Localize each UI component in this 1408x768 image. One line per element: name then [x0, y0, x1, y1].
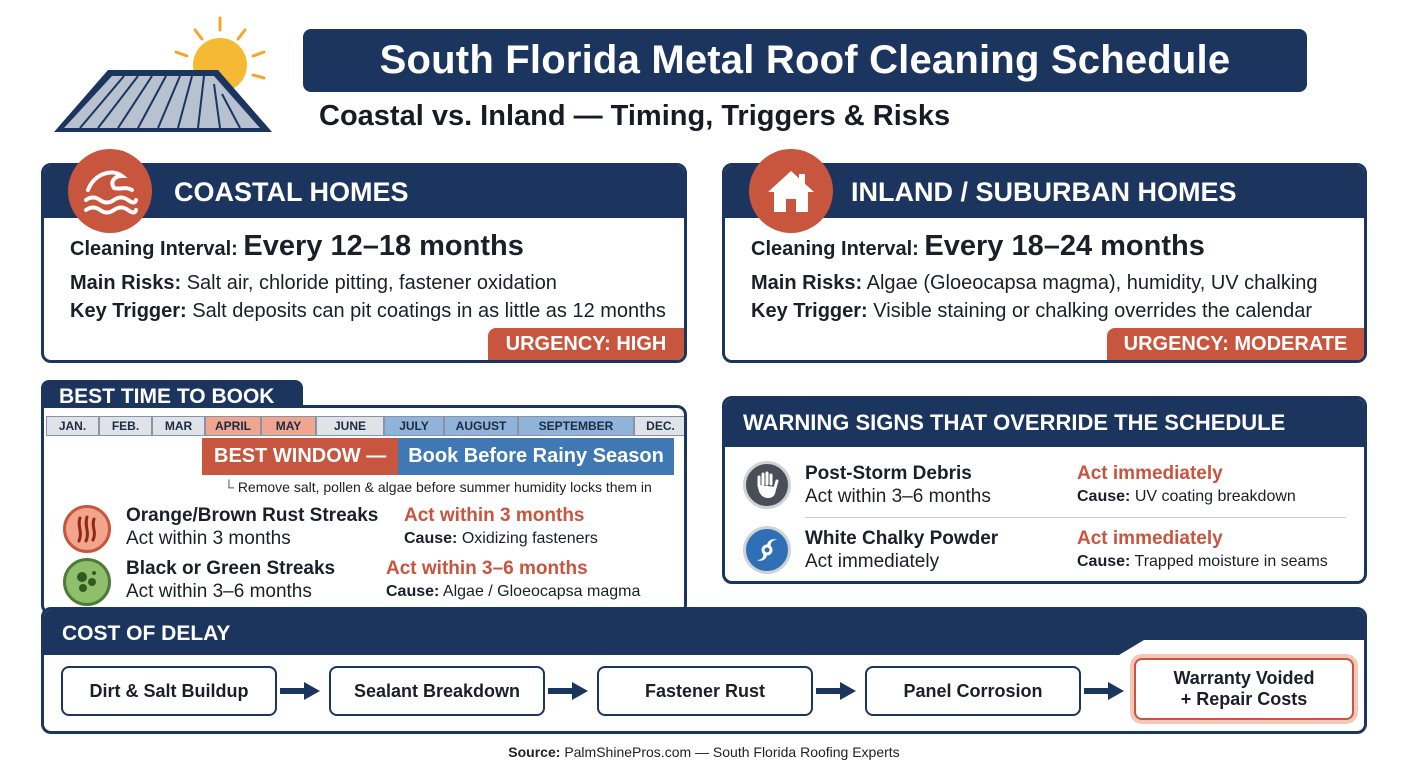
- sign-algae-cause: Cause: Algae / Gloeocapsa magma: [386, 583, 640, 601]
- best-window-note: └ Remove salt, pollen & algae before sum…: [224, 479, 652, 495]
- book-heading: BEST TIME TO BOOK: [59, 385, 275, 408]
- month-mar: MAR: [152, 416, 205, 436]
- waves-icon: [68, 149, 152, 233]
- sign-algae-cause-label: Cause:: [386, 583, 440, 600]
- coastal-risks-value: Salt air, chloride pitting, fastener oxi…: [186, 272, 557, 294]
- inland-trigger-label: Key Trigger:: [751, 300, 868, 322]
- month-july: JULY: [384, 416, 444, 436]
- algae-streaks-icon: [63, 558, 111, 606]
- warning-divider: [805, 517, 1346, 518]
- month-dec: DEC.: [634, 416, 684, 436]
- warning-chalk-sub: Act immediately: [805, 551, 940, 572]
- inland-risks-label: Main Risks:: [751, 272, 863, 294]
- sign-algae-sub: Act within 3–6 months: [126, 581, 312, 602]
- delay-step-dirt: Dirt & Salt Buildup: [61, 666, 277, 716]
- coastal-heading: COASTAL HOMES: [174, 176, 409, 207]
- month-feb: FEB.: [99, 416, 152, 436]
- delay-arrow-4: [1084, 682, 1124, 700]
- sign-rust-sub: Act within 3 months: [126, 528, 291, 549]
- best-window-label: BEST WINDOW —: [202, 438, 399, 475]
- delay-arrow-3: [816, 682, 856, 700]
- warning-chalk-cause-label: Cause:: [1077, 553, 1131, 570]
- warning-debris-cause-value: UV coating breakdown: [1134, 488, 1296, 505]
- page-title: South Florida Metal Roof Cleaning Schedu…: [303, 29, 1307, 92]
- month-april: APRIL: [205, 416, 261, 436]
- delay-step-fastener: Fastener Rust: [597, 666, 813, 716]
- warning-debris-title: Post-Storm Debris: [805, 463, 972, 484]
- warning-chalk-act: Act immediately: [1077, 528, 1223, 549]
- delay-step-corrosion: Panel Corrosion: [865, 666, 1081, 716]
- month-september: SEPTEMBER: [518, 416, 634, 436]
- best-window-tagline: Book Before Rainy Season: [398, 438, 674, 475]
- page-subtitle: Coastal vs. Inland — Timing, Triggers & …: [319, 100, 951, 132]
- sign-rust-cause: Cause: Oxidizing fasteners: [404, 530, 598, 548]
- sign-algae-cause-value: Algae / Gloeocapsa magma: [442, 583, 641, 600]
- hurricane-icon: [743, 526, 791, 574]
- delay-arrow-1: [280, 682, 320, 700]
- warning-heading: WARNING SIGNS THAT OVERRIDE THE SCHEDULE: [743, 410, 1286, 435]
- sign-rust-title: Orange/Brown Rust Streaks: [126, 505, 379, 526]
- rust-streaks-icon: [63, 505, 111, 553]
- warning-debris-act: Act immediately: [1077, 463, 1223, 484]
- coastal-risks: Main Risks: Salt air, chloride pitting, …: [70, 272, 557, 295]
- debris-hand-icon: [743, 461, 791, 509]
- sign-rust-cause-value: Oxidizing fasteners: [461, 530, 598, 547]
- delay-step-warranty: Warranty Voided + Repair Costs: [1134, 658, 1354, 720]
- coastal-urgency-badge: URGENCY: HIGH: [488, 328, 684, 360]
- sign-algae-act: Act within 3–6 months: [386, 558, 588, 579]
- inland-heading: INLAND / SUBURBAN HOMES: [851, 176, 1237, 207]
- inland-interval-label: Cleaning Interval:: [751, 238, 919, 260]
- inland-risks: Main Risks: Algae (Gloeocapsa magma), hu…: [751, 272, 1318, 295]
- sign-rust-act: Act within 3 months: [404, 505, 585, 526]
- month-august: AUGUST: [444, 416, 518, 436]
- inland-risks-value: Algae (Gloeocapsa magma), humidity, UV c…: [866, 272, 1318, 294]
- warning-chalk-cause-value: Trapped moisture in seams: [1134, 553, 1328, 570]
- warning-debris-cause-label: Cause:: [1077, 488, 1131, 505]
- warning-card: WARNING SIGNS THAT OVERRIDE THE SCHEDULE…: [722, 396, 1367, 584]
- book-card: JAN. FEB. MAR APRIL MAY JUNE JULY AUGUST…: [41, 405, 687, 615]
- warning-debris-cause: Cause: UV coating breakdown: [1077, 488, 1296, 506]
- delay-arrow-2: [548, 682, 588, 700]
- roof-sun-logo: [50, 12, 275, 137]
- warning-debris-sub: Act within 3–6 months: [805, 486, 991, 507]
- best-window-note-text: Remove salt, pollen & algae before summe…: [237, 479, 652, 495]
- inland-urgency-badge: URGENCY: MODERATE: [1107, 328, 1364, 360]
- warning-card-header: WARNING SIGNS THAT OVERRIDE THE SCHEDULE: [725, 399, 1364, 447]
- source-value: PalmShinePros.com — South Florida Roofin…: [564, 744, 900, 760]
- inland-trigger-value: Visible staining or chalking overrides t…: [873, 300, 1313, 322]
- coastal-risks-label: Main Risks:: [70, 272, 182, 294]
- warning-chalk-cause: Cause: Trapped moisture in seams: [1077, 553, 1328, 571]
- best-window-banner: BEST WINDOW — Book Before Rainy Season: [202, 438, 674, 475]
- house-icon: [749, 149, 833, 233]
- delay-heading: COST OF DELAY: [62, 622, 231, 645]
- inland-card: INLAND / SUBURBAN HOMES Cleaning Interva…: [722, 163, 1367, 363]
- coastal-interval-value: Every 12–18 months: [243, 230, 524, 262]
- delay-header-bar: COST OF DELAY: [44, 610, 1364, 655]
- sign-algae-title: Black or Green Streaks: [126, 558, 336, 579]
- month-june: JUNE: [316, 416, 384, 436]
- source-label: Source:: [508, 744, 561, 760]
- warning-chalk-title: White Chalky Powder: [805, 528, 999, 549]
- month-timeline: JAN. FEB. MAR APRIL MAY JUNE JULY AUGUST…: [46, 416, 684, 436]
- coastal-interval-label: Cleaning Interval:: [70, 238, 238, 260]
- coastal-trigger-value: Salt deposits can pit coatings in as lit…: [192, 300, 666, 322]
- coastal-trigger-label: Key Trigger:: [70, 300, 187, 322]
- month-jan: JAN.: [46, 416, 99, 436]
- coastal-card-header: COASTAL HOMES: [44, 166, 684, 218]
- inland-interval-value: Every 18–24 months: [924, 230, 1205, 262]
- coastal-trigger: Key Trigger: Salt deposits can pit coati…: [70, 300, 666, 323]
- coastal-interval: Cleaning Interval: Every 12–18 months: [70, 230, 524, 263]
- sign-rust-cause-label: Cause:: [404, 530, 458, 547]
- inland-trigger: Key Trigger: Visible staining or chalkin…: [751, 300, 1312, 323]
- inland-interval: Cleaning Interval: Every 18–24 months: [751, 230, 1205, 263]
- delay-step-sealant: Sealant Breakdown: [329, 666, 545, 716]
- month-may: MAY: [261, 416, 316, 436]
- source-credit: Source: PalmShinePros.com — South Florid…: [0, 744, 1408, 760]
